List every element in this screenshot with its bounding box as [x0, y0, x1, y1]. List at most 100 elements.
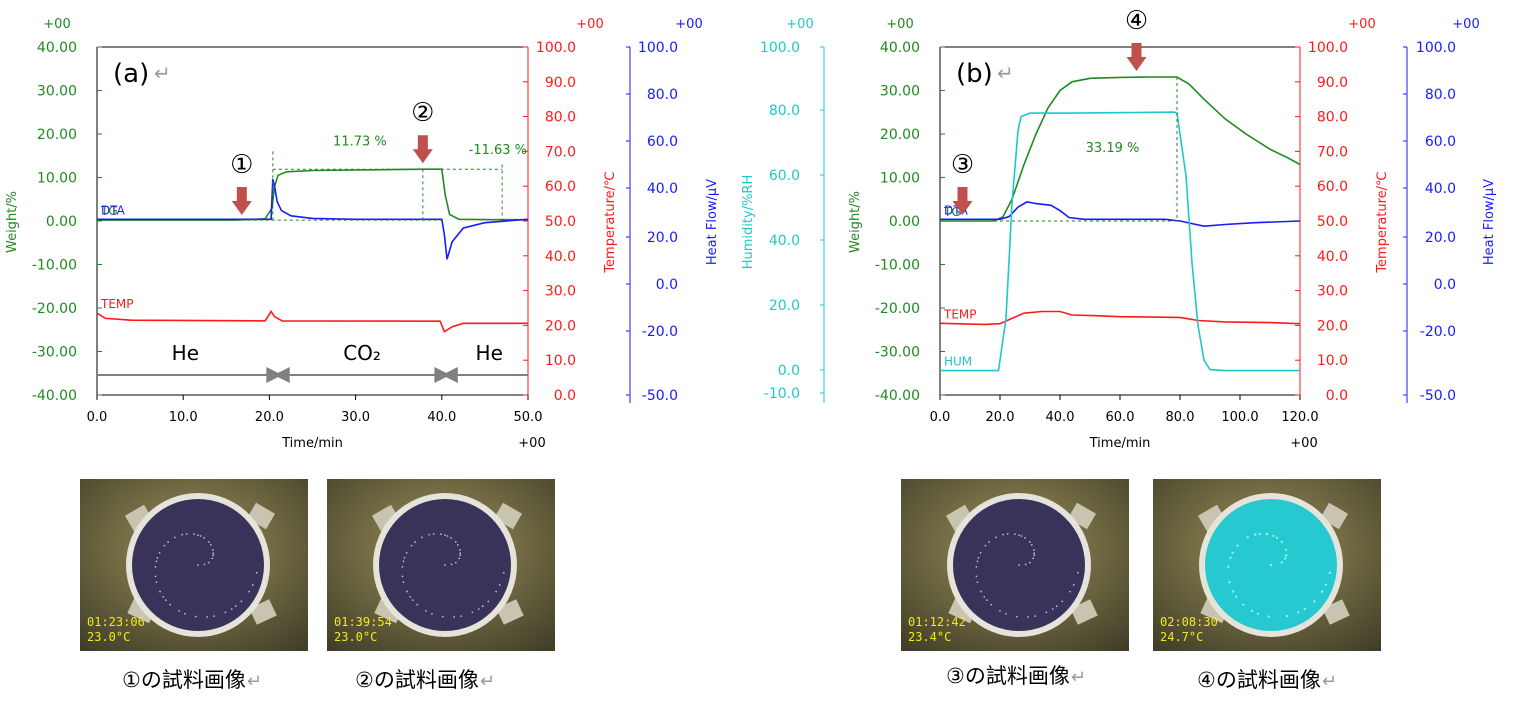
sample-speckle: [456, 543, 459, 546]
series-tg-line: [97, 168, 528, 221]
sample-speckle: [194, 615, 197, 618]
sample-speckle: [1267, 615, 1270, 618]
sample-speckle: [212, 552, 215, 555]
humidity-tick-label: 20.0: [769, 298, 800, 314]
heat-flow-axis-exponent: +00: [675, 17, 702, 32]
sample-speckle: [458, 557, 461, 560]
heat-flow-tick-label: 100.0: [638, 40, 678, 56]
series-tg-label: TG: [943, 205, 961, 219]
sample-speckle: [450, 537, 452, 539]
sample-speckle: [487, 600, 490, 603]
sample-speckle: [181, 533, 184, 536]
sample-speckle: [988, 541, 991, 543]
temperature-tick-label: 10.0: [1317, 353, 1348, 369]
sample-speckle: [1303, 607, 1306, 611]
sample-photo-4-image: [1153, 479, 1381, 651]
sample-speckle: [203, 563, 206, 566]
series-temp-line: [939, 310, 1301, 326]
sample-speckle: [414, 541, 417, 543]
temperature-axis-exponent: +00: [1348, 17, 1375, 32]
temperature-tick-label: 70.0: [545, 144, 576, 160]
photo-caption-2: ②の試料画像↵: [355, 664, 495, 694]
humidity-tick-label: 100.0: [760, 40, 800, 56]
temperature-tick-label: 20.0: [545, 318, 576, 334]
temperature-tick-label: 40.0: [545, 249, 576, 265]
sample-speckle: [403, 556, 406, 559]
sample-speckle: [1258, 532, 1261, 536]
marker-label: ④: [1125, 6, 1148, 36]
series-hum-line: [940, 111, 1300, 372]
sample-speckle: [1242, 603, 1245, 606]
sample-speckle: [975, 565, 978, 568]
sample-speckle: [450, 563, 453, 566]
sample-speckle: [1284, 548, 1288, 552]
photo-caption-3-text: ③の試料画像: [946, 664, 1070, 688]
heat-flow-axis-exponent: +00: [1452, 17, 1479, 32]
sample-speckle: [173, 536, 176, 539]
sample-speckle: [495, 590, 498, 593]
weight-tick-label: 10.00: [37, 171, 77, 187]
sample-photo-3-temp: 23.4°C: [908, 630, 952, 644]
sample-speckle: [985, 599, 988, 602]
sample-photo-1-image: [80, 479, 308, 651]
sample-speckle: [159, 590, 161, 593]
sample-speckle: [1285, 614, 1289, 618]
sample-speckle: [454, 561, 457, 564]
temperature-tick-label: 60.0: [545, 179, 576, 195]
sample-photo-2-image: [327, 479, 555, 651]
sample-photo-2-stamp: 01:39:54 23.0°C: [334, 615, 392, 645]
sample-photo-3: 01:12:42 23.4°C: [901, 479, 1129, 651]
sample-speckle: [207, 561, 210, 564]
weight-tick-label: 20.00: [880, 127, 920, 143]
sample-speckle: [498, 584, 501, 586]
sample-speckle: [431, 612, 433, 615]
humidity-tick-label: 60.0: [769, 168, 800, 184]
sample-speckle: [406, 590, 408, 593]
sample-speckle: [1024, 537, 1026, 539]
series-tg-line: [940, 76, 1301, 222]
sample-speckle: [185, 533, 188, 535]
series-tg-label: TG: [100, 204, 118, 218]
sample-speckle: [224, 611, 227, 614]
sample-speckle: [460, 615, 463, 618]
sample-speckle: [977, 556, 980, 559]
sample-photo-4-stamp: 02:08:30 24.7°C: [1160, 615, 1218, 645]
temperature-tick-label: 20.0: [1317, 318, 1348, 334]
sample-speckle: [251, 584, 254, 586]
temperature-tick-label: 30.0: [1317, 284, 1348, 300]
sample-speckle: [1072, 584, 1075, 586]
sample-speckle: [1297, 611, 1300, 614]
temperature-tick-label: 90.0: [545, 75, 576, 91]
photo-caption-1: ①の試料画像↵: [122, 664, 262, 694]
sample-speckle: [213, 615, 216, 618]
sample-photo-1: 01:23:06 23.0°C: [80, 479, 308, 651]
weight-tick-label: -10.00: [32, 258, 77, 274]
weight-axis-title: Weight/%: [5, 191, 20, 253]
sample-speckle: [428, 533, 431, 536]
sample-speckle: [154, 565, 157, 568]
marker-arrow: [952, 187, 973, 215]
sample-speckle: [441, 615, 444, 618]
series-dta-label: DTA: [101, 203, 126, 217]
sample-speckle: [994, 536, 997, 539]
step-value-label: -11.63 %: [469, 143, 527, 158]
sample-speckle: [1265, 532, 1269, 536]
sample-speckle: [432, 533, 435, 535]
sample-speckle: [979, 551, 982, 554]
sample-speckle: [402, 560, 405, 563]
sample-speckle: [193, 533, 195, 535]
x-axis-exponent: +00: [518, 436, 545, 451]
sample-speckle: [212, 549, 214, 551]
sample-photo-2-time: 01:39:54: [334, 615, 392, 629]
sample-speckle: [980, 590, 982, 593]
temperature-tick-label: 80.0: [545, 110, 576, 126]
x-tick-label: 0.0: [930, 410, 951, 425]
heat-flow-tick-label: 60.0: [647, 134, 678, 150]
sample-speckle: [1280, 540, 1283, 544]
sample-speckle: [167, 541, 170, 543]
sample-speckle: [444, 564, 446, 566]
temperature-tick-label: 0.0: [1326, 388, 1348, 404]
heat-flow-tick-label: 0.0: [656, 277, 678, 293]
sample-speckle: [1030, 543, 1033, 546]
sample-photo-4: 02:08:30 24.7°C: [1153, 479, 1381, 651]
